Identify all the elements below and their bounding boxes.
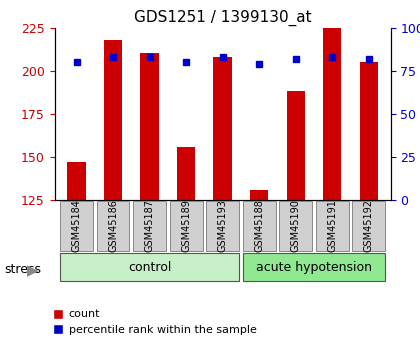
Bar bbox=[67, 162, 86, 200]
Text: GSM45184: GSM45184 bbox=[71, 199, 81, 253]
Bar bbox=[286, 91, 305, 200]
Legend: count, percentile rank within the sample: count, percentile rank within the sample bbox=[47, 305, 261, 339]
Text: GSM45189: GSM45189 bbox=[181, 199, 191, 253]
Bar bbox=[250, 190, 268, 200]
FancyBboxPatch shape bbox=[206, 201, 239, 251]
Text: control: control bbox=[128, 261, 171, 274]
FancyBboxPatch shape bbox=[243, 253, 385, 282]
Bar bbox=[360, 62, 378, 200]
Text: stress: stress bbox=[4, 263, 41, 276]
Text: GSM45191: GSM45191 bbox=[327, 199, 337, 253]
FancyBboxPatch shape bbox=[60, 201, 93, 251]
FancyBboxPatch shape bbox=[170, 201, 202, 251]
FancyBboxPatch shape bbox=[279, 201, 312, 251]
Bar bbox=[140, 53, 159, 200]
FancyBboxPatch shape bbox=[60, 253, 239, 282]
Text: GSM45186: GSM45186 bbox=[108, 199, 118, 253]
FancyBboxPatch shape bbox=[133, 201, 166, 251]
Bar bbox=[213, 57, 232, 200]
FancyBboxPatch shape bbox=[97, 201, 129, 251]
Text: GSM45193: GSM45193 bbox=[218, 199, 228, 253]
FancyBboxPatch shape bbox=[352, 201, 385, 251]
FancyBboxPatch shape bbox=[243, 201, 276, 251]
Text: GSM45190: GSM45190 bbox=[291, 199, 301, 253]
Text: acute hypotension: acute hypotension bbox=[256, 261, 372, 274]
Text: GSM45192: GSM45192 bbox=[364, 199, 374, 253]
Text: GSM45187: GSM45187 bbox=[144, 199, 155, 253]
FancyBboxPatch shape bbox=[316, 201, 349, 251]
Text: GSM45188: GSM45188 bbox=[254, 199, 264, 253]
Text: ▶: ▶ bbox=[27, 263, 39, 278]
Bar bbox=[104, 40, 122, 200]
Bar bbox=[323, 26, 341, 200]
Bar bbox=[177, 147, 195, 200]
Title: GDS1251 / 1399130_at: GDS1251 / 1399130_at bbox=[134, 10, 311, 26]
